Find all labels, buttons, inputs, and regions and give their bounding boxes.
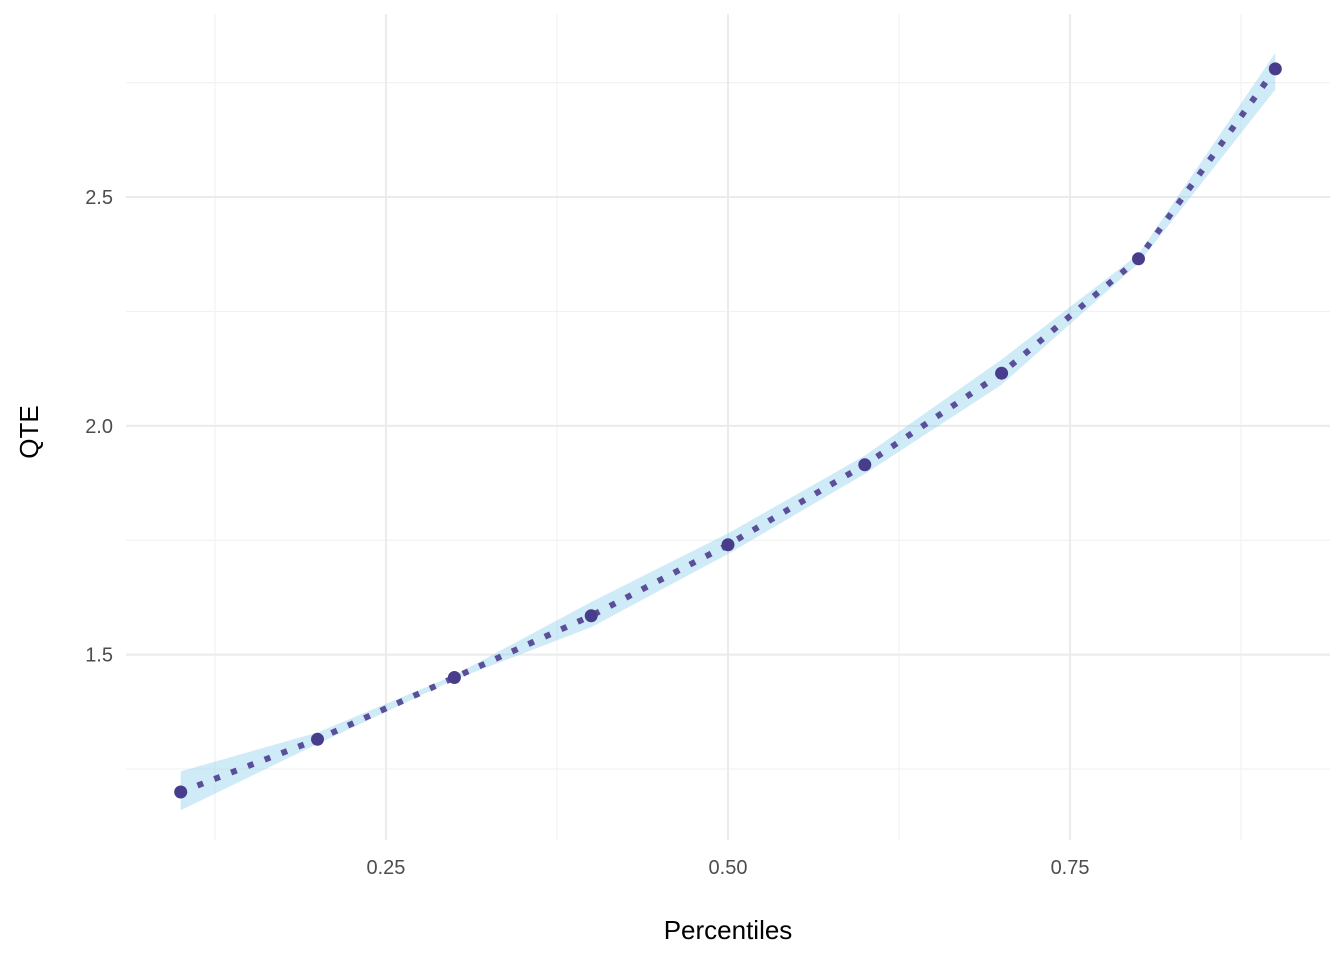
x-tick-label: 0.25 <box>366 857 405 879</box>
qte-point <box>1268 62 1282 76</box>
qte-point <box>995 366 1009 380</box>
qte-point <box>858 458 872 472</box>
y-tick-label: 2.5 <box>85 187 113 209</box>
y-tick-label: 2.0 <box>85 416 113 438</box>
qte-points-layer <box>174 62 1282 799</box>
qte-point <box>721 538 735 552</box>
qte-point <box>584 609 598 623</box>
major-grid <box>126 14 1330 840</box>
y-axis-tick-labels: 1.5 2.0 2.5 <box>85 187 113 667</box>
qte-point <box>311 732 324 746</box>
qte-point <box>447 671 461 684</box>
x-axis-tick-labels: 0.25 0.50 0.75 <box>366 857 1089 879</box>
y-axis-title: QTE <box>14 405 44 458</box>
x-axis-title: Percentiles <box>664 915 793 945</box>
qte-point <box>174 785 188 799</box>
y-tick-label: 1.5 <box>85 645 113 667</box>
x-tick-label: 0.50 <box>709 857 748 879</box>
qte-point <box>1132 252 1145 266</box>
x-tick-label: 0.75 <box>1051 857 1090 879</box>
